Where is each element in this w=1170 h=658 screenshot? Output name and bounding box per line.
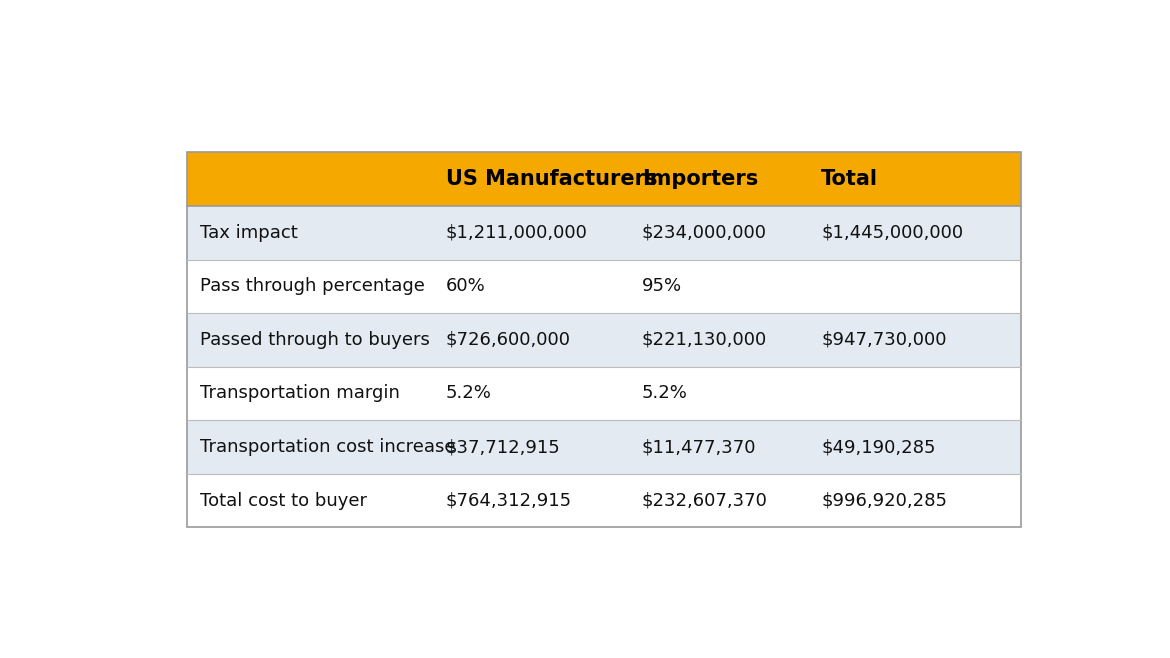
- Text: Tax impact: Tax impact: [200, 224, 297, 241]
- Text: 5.2%: 5.2%: [642, 384, 688, 403]
- Bar: [808, 313, 1021, 367]
- Text: 95%: 95%: [642, 277, 682, 295]
- Bar: [187, 206, 433, 259]
- Text: 5.2%: 5.2%: [446, 384, 491, 403]
- Text: Transportation margin: Transportation margin: [200, 384, 400, 403]
- Text: $996,920,285: $996,920,285: [821, 492, 948, 509]
- Bar: [433, 259, 629, 313]
- Bar: [629, 474, 808, 527]
- Bar: [187, 474, 433, 527]
- Bar: [629, 259, 808, 313]
- Text: $37,712,915: $37,712,915: [446, 438, 560, 456]
- Bar: [187, 367, 433, 420]
- Text: Total: Total: [821, 169, 879, 190]
- Bar: [629, 420, 808, 474]
- Bar: [433, 153, 629, 206]
- Text: $221,130,000: $221,130,000: [642, 331, 768, 349]
- Bar: [187, 153, 1021, 527]
- Text: $947,730,000: $947,730,000: [821, 331, 947, 349]
- Bar: [433, 420, 629, 474]
- Text: $1,445,000,000: $1,445,000,000: [821, 224, 963, 241]
- Text: $49,190,285: $49,190,285: [821, 438, 936, 456]
- Bar: [433, 367, 629, 420]
- Bar: [187, 259, 433, 313]
- Bar: [808, 259, 1021, 313]
- Bar: [433, 313, 629, 367]
- Bar: [629, 367, 808, 420]
- Text: $11,477,370: $11,477,370: [642, 438, 756, 456]
- Text: $1,211,000,000: $1,211,000,000: [446, 224, 587, 241]
- Bar: [808, 206, 1021, 259]
- Bar: [808, 367, 1021, 420]
- Bar: [629, 313, 808, 367]
- Bar: [187, 153, 433, 206]
- Text: 60%: 60%: [446, 277, 486, 295]
- Text: Transportation cost increase: Transportation cost increase: [200, 438, 455, 456]
- Text: Passed through to buyers: Passed through to buyers: [200, 331, 429, 349]
- Bar: [629, 153, 808, 206]
- Bar: [187, 313, 433, 367]
- Bar: [808, 420, 1021, 474]
- Text: US Manufacturers: US Manufacturers: [446, 169, 658, 190]
- Text: $764,312,915: $764,312,915: [446, 492, 572, 509]
- Text: Importers: Importers: [642, 169, 758, 190]
- Text: Total cost to buyer: Total cost to buyer: [200, 492, 366, 509]
- Text: $232,607,370: $232,607,370: [642, 492, 768, 509]
- Bar: [433, 206, 629, 259]
- Text: $234,000,000: $234,000,000: [642, 224, 766, 241]
- Bar: [629, 206, 808, 259]
- Text: $726,600,000: $726,600,000: [446, 331, 571, 349]
- Text: Pass through percentage: Pass through percentage: [200, 277, 425, 295]
- Bar: [187, 420, 433, 474]
- Bar: [808, 153, 1021, 206]
- Bar: [808, 474, 1021, 527]
- Bar: [433, 474, 629, 527]
